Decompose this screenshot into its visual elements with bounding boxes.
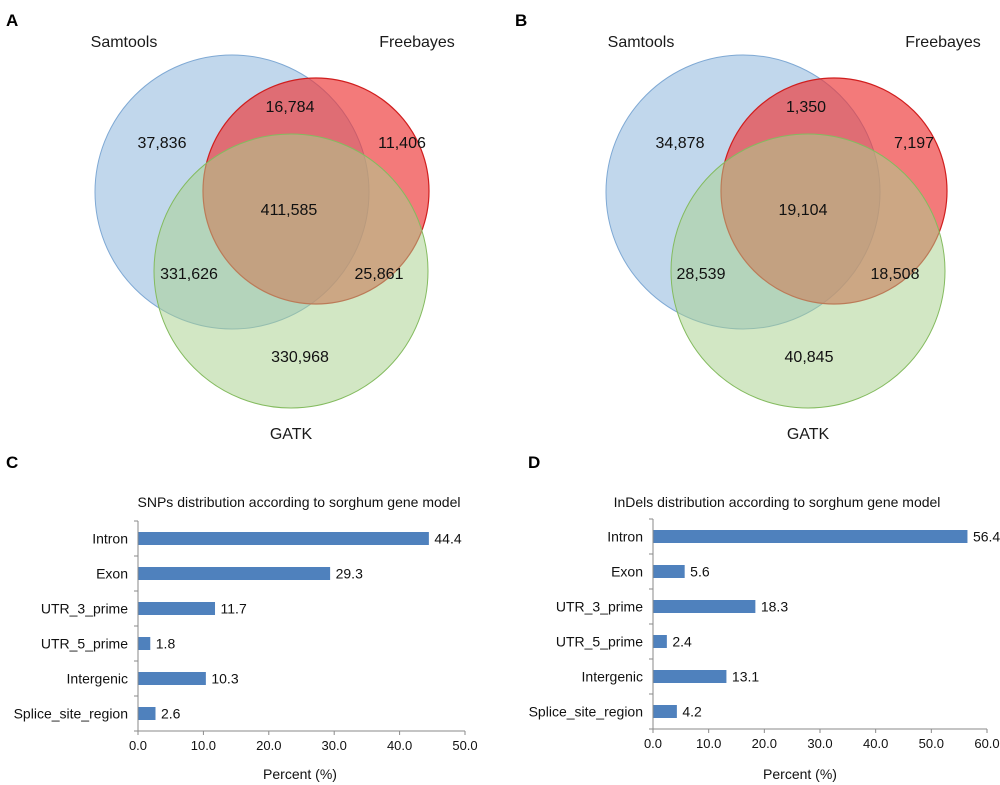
panel-c-category-label-utr-3-prime: UTR_3_prime [41,601,128,617]
panel-c-bar-intergenic [138,672,206,685]
panel-d-chart: D InDels distribution according to sorgh… [528,453,1000,782]
panel-c-category-label-intron: Intron [92,531,128,547]
panel-d-bar-utr-3-prime [653,600,756,613]
panel-a-letter: A [6,11,18,30]
panel-d-bar-splice-site-region [653,705,677,718]
venn-b-freebayes-only: 7,197 [894,135,934,152]
panel-d-letter: D [528,453,540,472]
panel-c-bar-utr-3-prime [138,602,216,615]
panel-d-category-label-intergenic: Intergenic [582,669,643,685]
panel-c-bar-intron [138,532,429,545]
venn-b-samtools-only: 34,878 [656,135,705,152]
panel-d-category-label-exon: Exon [611,564,643,580]
panel-c-category-label-exon: Exon [96,566,128,582]
venn-a-samtools-label: Samtools [91,34,158,51]
panel-d-value-label-exon: 5.6 [690,564,710,580]
venn-b-samtools-label: Samtools [608,34,675,51]
panel-d-value-label-utr-3-prime: 18.3 [761,599,788,615]
panel-c-x-tick-label: 50.0 [452,738,477,753]
panel-c-value-label-utr-3-prime: 11.7 [221,601,247,617]
panel-d-value-label-intergenic: 13.1 [732,669,759,685]
panel-c-chart-title: SNPs distribution according to sorghum g… [138,494,461,510]
venn-a-samtools-only: 37,836 [138,135,187,152]
panel-c-x-tick-label: 20.0 [256,738,281,753]
venn-a-samtools-freebayes: 16,784 [266,99,315,116]
panel-c-value-label-splice-site-region: 2.6 [161,706,181,722]
venn-b-all-three: 19,104 [779,202,828,219]
panel-c-category-label-splice-site-region: Splice_site_region [14,706,128,722]
panel-d-x-tick-label: 60.0 [974,736,999,751]
panel-d-x-tick-label: 50.0 [919,736,944,751]
panel-c-bar-utr-5-prime [138,637,151,650]
venn-b-gatk-circle [670,133,946,409]
panel-c-bar-exon [138,567,331,580]
panel-c-value-label-exon: 29.3 [336,566,363,582]
venn-a-all-three: 411,585 [261,202,318,219]
panel-c-chart: C SNPs distribution according to sorghum… [6,453,478,782]
panel-c-value-label-intergenic: 10.3 [211,671,238,687]
venn-b-samtools-gatk: 28,539 [677,266,726,283]
panel-d-category-label-intron: Intron [607,529,643,545]
panel-c-x-tick-label: 10.0 [191,738,216,753]
panel-d-bar-intron [653,530,968,543]
panel-d-x-tick-label: 40.0 [863,736,888,751]
panel-c-x-tick-label: 40.0 [387,738,412,753]
panel-c-x-axis-title: Percent (%) [263,766,337,782]
venn-a-freebayes-label: Freebayes [379,34,455,51]
panel-d-bar-utr-5-prime [653,635,667,648]
panel-d-chart-title: InDels distribution according to sorghum… [614,494,941,510]
panel-d-x-tick-label: 10.0 [696,736,721,751]
panel-c-letter: C [6,453,18,472]
venn-b-freebayes-label: Freebayes [905,34,981,51]
venn-a-gatk-label: GATK [270,426,313,443]
panel-d-x-tick-label: 20.0 [752,736,777,751]
panel-c-bar-splice-site-region [138,707,156,720]
panel-c-category-label-intergenic: Intergenic [67,671,128,687]
panel-c-x-tick-label: 0.0 [129,738,147,753]
venn-b-freebayes-gatk: 18,508 [871,266,920,283]
panel-c-category-label-utr-5-prime: UTR_5_prime [41,636,128,652]
panel-d-bar-intergenic [653,670,727,683]
panel-c-plot-area: 0.0 10.0 20.0 30.0 40.0 50.0 Intron 44.4 Exon 29.… [14,520,478,753]
panel-d-value-label-intron: 56.4 [973,529,1000,545]
panel-c-value-label-utr-5-prime: 1.8 [156,636,176,652]
panel-d-value-label-utr-5-prime: 2.4 [672,634,692,650]
panel-b-letter: B [515,11,527,30]
panel-d-category-label-utr-3-prime: UTR_3_prime [556,599,643,615]
venn-b-gatk-label: GATK [787,426,830,443]
venn-a-samtools-gatk: 331,626 [160,266,218,283]
venn-a-gatk-circle [153,133,429,409]
panel-c-value-label-intron: 44.4 [434,531,461,547]
panel-d-x-axis-title: Percent (%) [763,766,837,782]
venn-b-gatk-only: 40,845 [785,349,834,366]
panel-c-x-tick-label: 30.0 [322,738,347,753]
panel-b-venn: B Samtools Freebayes GATK 34,878 1,350 7… [515,11,981,443]
panel-d-value-label-splice-site-region: 4.2 [682,704,702,720]
venn-a-freebayes-only: 11,406 [378,135,426,152]
panel-d-category-label-utr-5-prime: UTR_5_prime [556,634,643,650]
panel-d-x-tick-label: 30.0 [807,736,832,751]
panel-a-venn: A Samtools Freebayes GATK 37,836 16,784 … [6,11,455,443]
panel-d-category-label-splice-site-region: Splice_site_region [529,704,643,720]
venn-b-samtools-freebayes: 1,350 [786,99,826,116]
venn-a-gatk-only: 330,968 [271,349,329,366]
venn-a-freebayes-gatk: 25,861 [355,266,404,283]
panel-d-bar-exon [653,565,685,578]
panel-d-x-tick-label: 0.0 [644,736,662,751]
panel-d-plot-area: 0.0 10.0 20.0 30.0 40.0 50.0 60.0 Intron 56.4 Exo… [529,518,1000,751]
